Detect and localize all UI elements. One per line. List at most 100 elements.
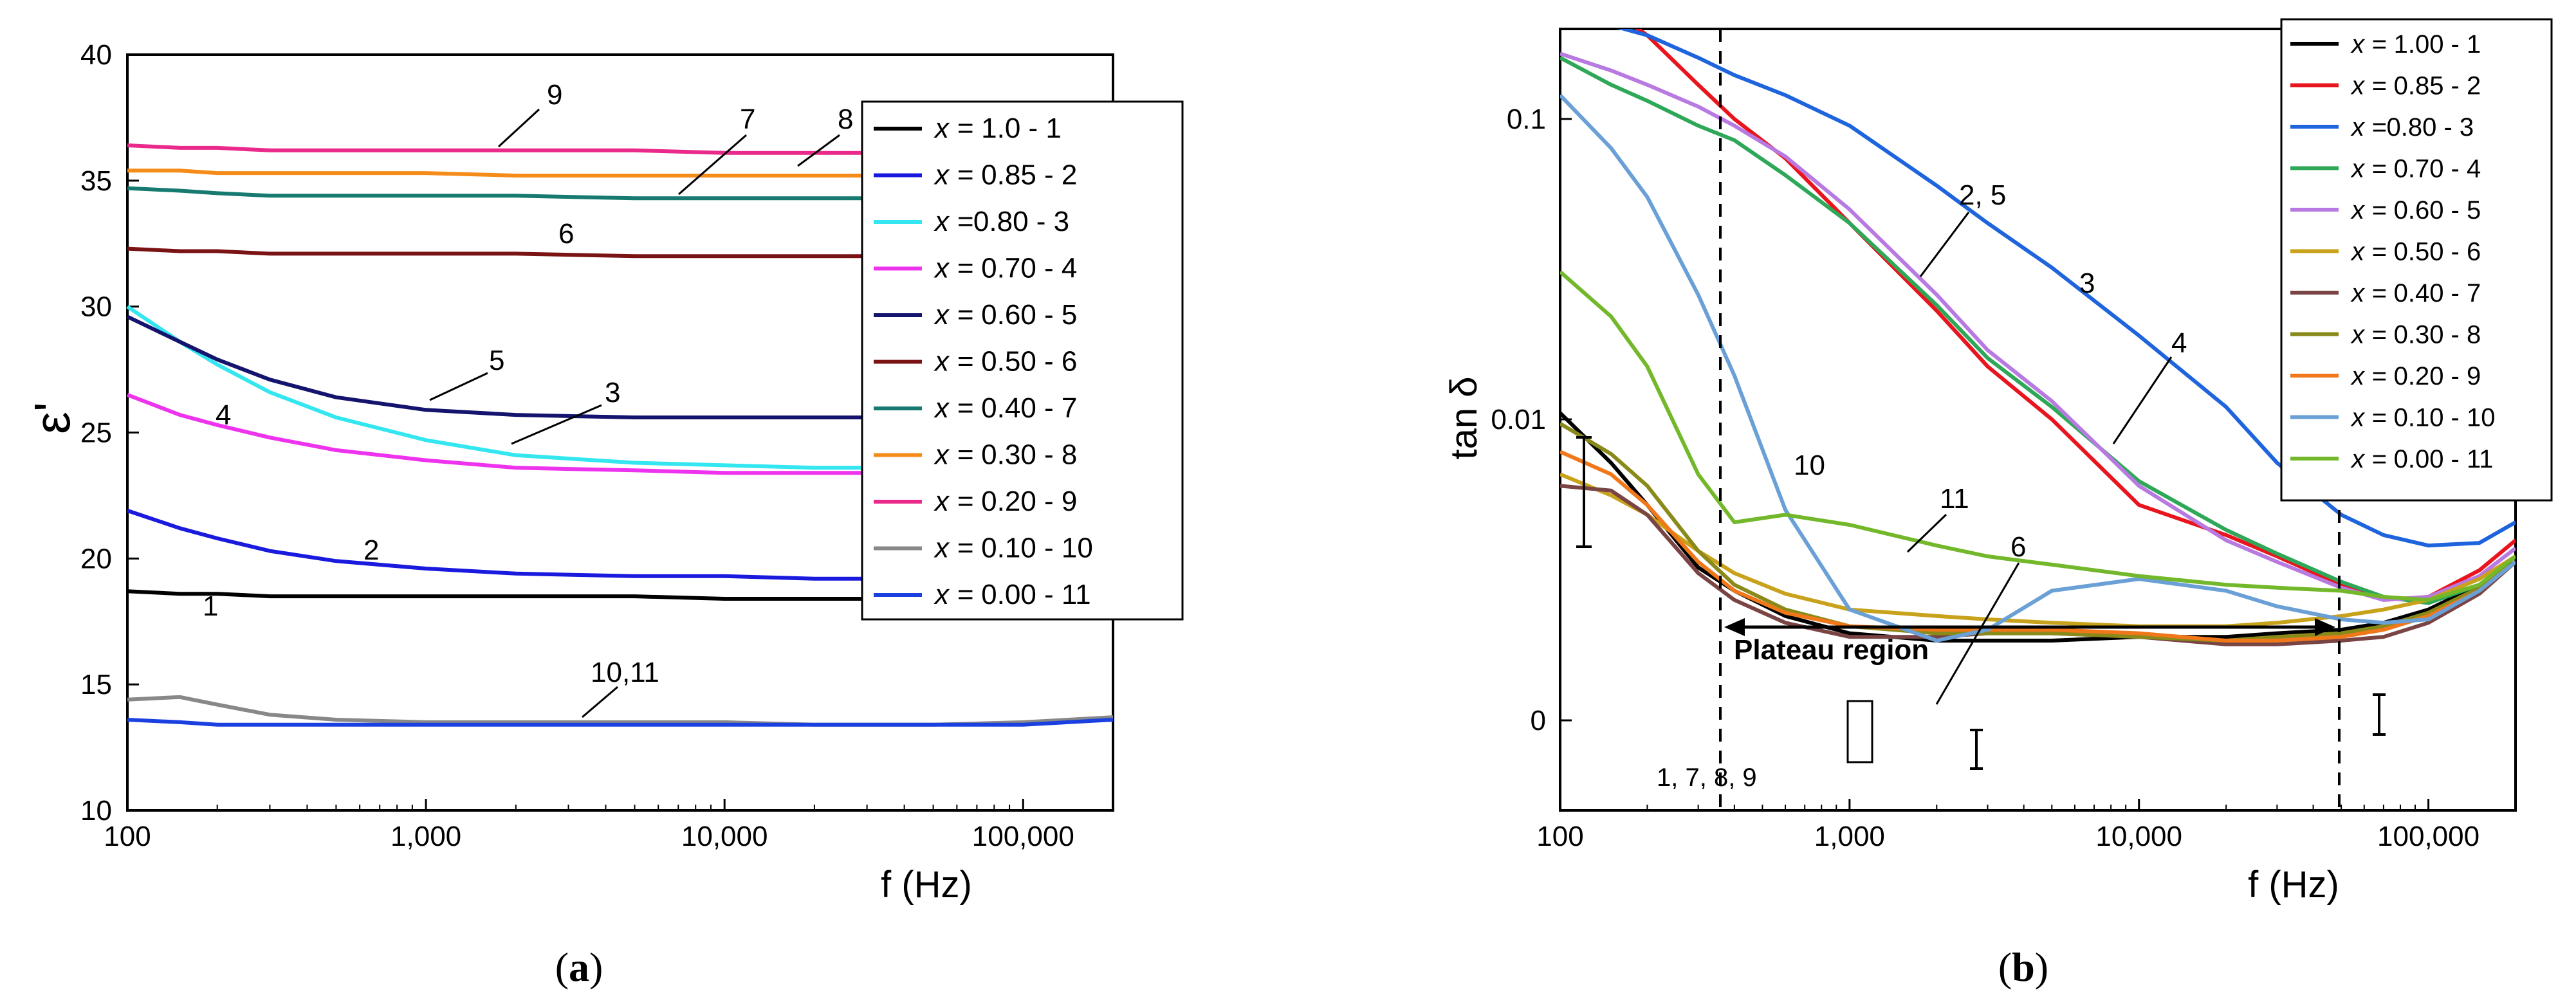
- a-legend-var-10: x =: [934, 533, 981, 564]
- series-b-x-0-50-6: [1560, 472, 2516, 628]
- y-tick-label-a-3: 20: [80, 543, 112, 574]
- x-axis-label-a: f (Hz): [881, 864, 972, 906]
- highlight-box: [1846, 700, 1873, 763]
- y-tick-label-a-6: 35: [80, 165, 112, 197]
- a-legend-label-7: x = 0.40 - 7: [934, 392, 1077, 424]
- x-tick-label-b-2: 1,000: [1814, 821, 1885, 852]
- annotation-arrow-3: [511, 404, 602, 445]
- y-tick-label-b-1: 0: [1531, 705, 1546, 736]
- b-legend-label-8: x = 0.30 - 8: [2350, 321, 2481, 349]
- b-legend-label-3: x =0.80 - 3: [2350, 113, 2474, 141]
- b-legend-label-6: x = 0.50 - 6: [2350, 238, 2481, 266]
- b-legend-value-7: 0.40 - 7: [2394, 279, 2481, 307]
- annotation-11-b: 11: [1940, 483, 1969, 515]
- annotation-arrow-5: [429, 372, 488, 401]
- annotation-arrow-10-11: [582, 686, 618, 718]
- a-legend-label-5: x = 0.60 - 5: [934, 299, 1077, 331]
- legend-box-b: [2280, 18, 2553, 502]
- a-legend-value-1: 1.0 - 1: [981, 113, 1062, 144]
- x-tick-label-b-1: 100: [1536, 821, 1583, 852]
- series-group-b: [1560, 29, 2516, 646]
- a-legend-label-6: x = 0.50 - 6: [934, 346, 1077, 378]
- panel-caption-a-letter: a: [569, 944, 589, 990]
- annotation-8: 8: [838, 104, 853, 135]
- b-legend-label-2: x = 0.85 - 2: [2350, 72, 2481, 100]
- y-axis-ticks-b: 100 1,000 10,000 100,000 0 0.01 0.1: [1491, 104, 2516, 852]
- a-legend-var-9: x =: [934, 486, 981, 517]
- y-axis-label-b: tan δ: [1443, 376, 1485, 459]
- series-b-x-0-60-5: [1560, 51, 2516, 602]
- y-tick-label-a-4: 25: [80, 417, 112, 449]
- panel-caption-b: (b): [1998, 944, 2048, 990]
- b-legend-value-1: 1.00 - 1: [2394, 30, 2481, 59]
- x-tick-label-a-3: 10,000: [681, 821, 768, 852]
- series-b-x-0-10-10: [1560, 93, 2516, 643]
- a-legend-var-6: x =: [934, 346, 981, 378]
- y-tick-label-a-2: 15: [80, 669, 112, 700]
- annotation-2-5: 2, 5: [1959, 179, 2006, 211]
- a-legend-value-6: 0.50 - 6: [981, 346, 1077, 378]
- annotation-10-11: 10,11: [591, 657, 659, 688]
- a-legend-label-3: x =0.80 - 3: [934, 206, 1069, 237]
- x-tick-label-b-3: 10,000: [2095, 821, 2182, 852]
- series-b-x-0-00-11: [1560, 270, 2516, 602]
- legend-a: x = 1.0 - 1x = 0.85 - 2x =0.80 - 3x = 0.…: [861, 100, 1184, 621]
- b-legend-value-8: 0.30 - 8: [2394, 321, 2481, 349]
- a-legend-label-8: x = 0.30 - 8: [934, 439, 1077, 471]
- b-legend-label-5: x = 0.60 - 5: [2350, 196, 2481, 224]
- a-legend-value-7: 0.40 - 7: [981, 392, 1077, 424]
- y-tick-label-a-7: 40: [80, 39, 112, 71]
- plateau-region-label: Plateau region: [1734, 634, 1929, 666]
- y-tick-label-a-1: 10: [80, 795, 112, 826]
- annotation-arrow-11-b: [1906, 513, 1947, 553]
- y-tick-label-b-3: 0.1: [1507, 104, 1546, 135]
- x-axis-label-b: f (Hz): [2248, 864, 2339, 906]
- b-legend-var-3: x =: [2350, 113, 2386, 141]
- annotation-7: 7: [740, 104, 755, 135]
- series-a-x-0-10-10: [127, 695, 1114, 727]
- error-bars: [1576, 436, 2386, 770]
- x-tick-label-a-2: 1,000: [391, 821, 461, 852]
- series-b-x-0-20-9: [1560, 450, 2516, 643]
- x-tick-label-a-1: 100: [104, 821, 151, 852]
- b-legend-label-10: x = 0.10 - 10: [2350, 404, 2495, 432]
- annotations-b: 2, 5 3 4 10 11 6 1, 7, 8, 9: [1657, 179, 2187, 792]
- x-tick-label-b-4: 100,000: [2377, 821, 2479, 852]
- annotations-a: 9 7 8 6 5 3 4 2 1 10,11: [203, 79, 853, 718]
- annotation-4: 4: [216, 399, 231, 431]
- series-lines-b: [1560, 29, 2516, 646]
- a-legend-label-2: x = 0.85 - 2: [934, 160, 1077, 191]
- a-legend-value-2: 0.85 - 2: [981, 160, 1077, 191]
- y-tick-label-b-2: 0.01: [1491, 404, 1546, 435]
- annotation-2: 2: [363, 534, 379, 566]
- annotation-arrow-6-b: [1935, 562, 2020, 705]
- b-legend-label-7: x = 0.40 - 7: [2350, 279, 2481, 307]
- panel-b: 100 1,000 10,000 100,000 0 0.01 0.1 Plateau re…: [1443, 18, 2553, 990]
- b-legend-value-2: 0.85 - 2: [2394, 72, 2481, 100]
- b-legend-var-8: x =: [2350, 321, 2394, 349]
- legend-b: x = 1.00 - 1x = 0.85 - 2x =0.80 - 3x = 0…: [2280, 18, 2553, 502]
- a-legend-label-4: x = 0.70 - 4: [934, 253, 1077, 284]
- annotation-arrow-4-b: [2112, 356, 2173, 444]
- a-legend-label-11: x = 0.00 - 11: [934, 579, 1091, 610]
- a-legend-value-3: 0.80 - 3: [973, 206, 1069, 237]
- a-legend-label-9: x = 0.20 - 9: [934, 486, 1077, 517]
- a-legend-var-8: x =: [934, 439, 981, 471]
- series-a-x-0-00-11: [127, 718, 1114, 727]
- a-legend-value-9: 0.20 - 9: [981, 486, 1077, 517]
- plateau-arrow-head-left: [1724, 618, 1745, 636]
- b-legend-value-10: 0.10 - 10: [2394, 404, 2496, 432]
- b-legend-label-4: x = 0.70 - 4: [2350, 155, 2481, 183]
- b-legend-value-9: 0.20 - 9: [2394, 362, 2481, 390]
- annotation-4-b: 4: [2171, 327, 2187, 359]
- a-legend-value-5: 0.60 - 5: [981, 299, 1077, 331]
- b-legend-var-7: x =: [2350, 279, 2394, 307]
- b-legend-value-4: 0.70 - 4: [2394, 155, 2481, 183]
- annotation-arrow-8: [797, 134, 840, 167]
- series-b-x-0-80-3: [1617, 29, 2516, 548]
- y-axis-label-a: ε': [24, 402, 80, 434]
- b-legend-var-9: x =: [2350, 362, 2394, 390]
- b-legend-var-4: x =: [2350, 155, 2394, 183]
- a-legend-value-10: 0.10 - 10: [981, 533, 1093, 564]
